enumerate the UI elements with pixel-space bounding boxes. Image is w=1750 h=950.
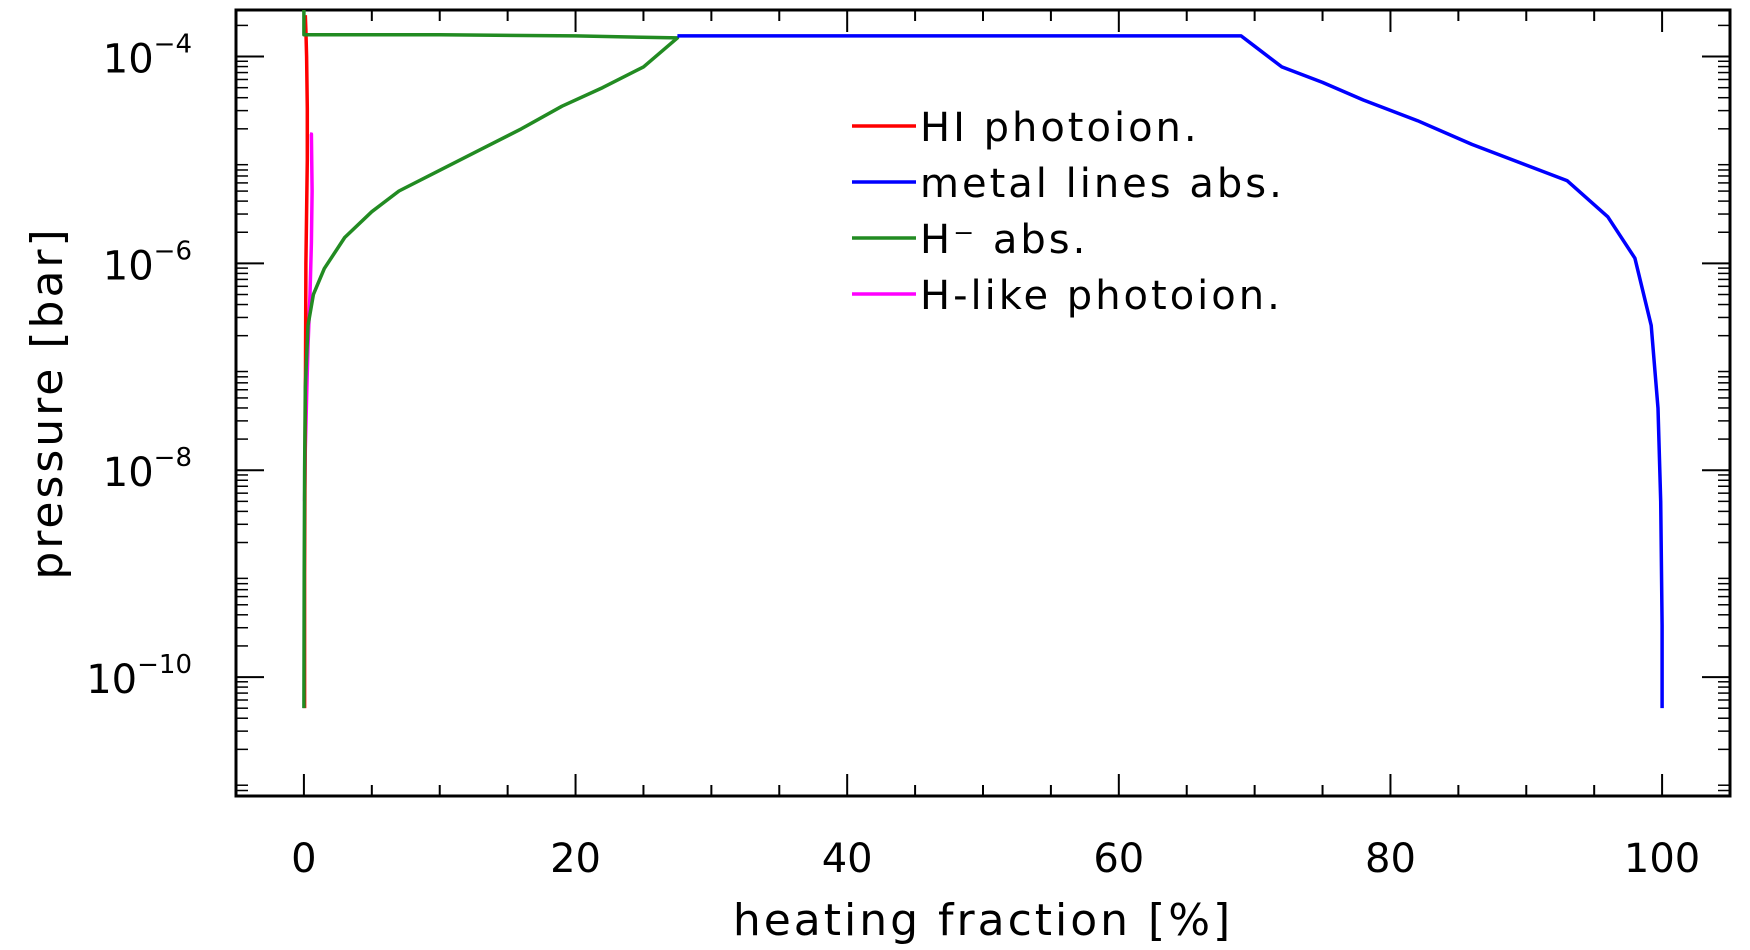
series-line-metal-lines-abs	[677, 34, 1664, 709]
x-tick-label: 80	[1365, 836, 1416, 882]
x-axis-label: heating fraction [%]	[733, 895, 1233, 946]
legend: HI photoion. metal lines abs. H⁻ abs. H-lik…	[852, 105, 1285, 319]
x-tick-label: 60	[1093, 836, 1144, 882]
y-tick-base: 10	[103, 243, 154, 289]
y-tick-base: 10	[86, 657, 137, 703]
y-axis-label: pressure [bar]	[22, 226, 73, 579]
x-tick-label: 20	[550, 836, 601, 882]
legend-label-hi-photoion: HI photoion.	[920, 105, 1200, 151]
y-tick-label: 10−6	[103, 236, 192, 289]
legend-label-h-abs: H⁻ abs.	[920, 217, 1088, 263]
x-tick-label: 40	[822, 836, 873, 882]
x-tick-label: 0	[291, 836, 316, 882]
y-tick-exponent: −8	[154, 443, 192, 473]
y-tick-label: 10−4	[103, 30, 192, 83]
y-tick-base: 10	[103, 450, 154, 496]
legend-label-h-like-photoion: H-like photoion.	[920, 273, 1283, 319]
data-series	[302, 10, 1664, 709]
y-tick-exponent: −6	[154, 236, 192, 266]
y-tick-exponent: −10	[137, 650, 192, 680]
y-tick-exponent: −4	[154, 30, 192, 60]
series-line-h-abs	[302, 10, 680, 709]
y-tick-base: 10	[103, 37, 154, 83]
x-tick-label: 100	[1624, 836, 1700, 882]
y-tick-label: 10−8	[103, 443, 192, 496]
legend-label-metal-lines-abs: metal lines abs.	[920, 161, 1285, 207]
y-tick-label: 10−10	[86, 650, 192, 703]
